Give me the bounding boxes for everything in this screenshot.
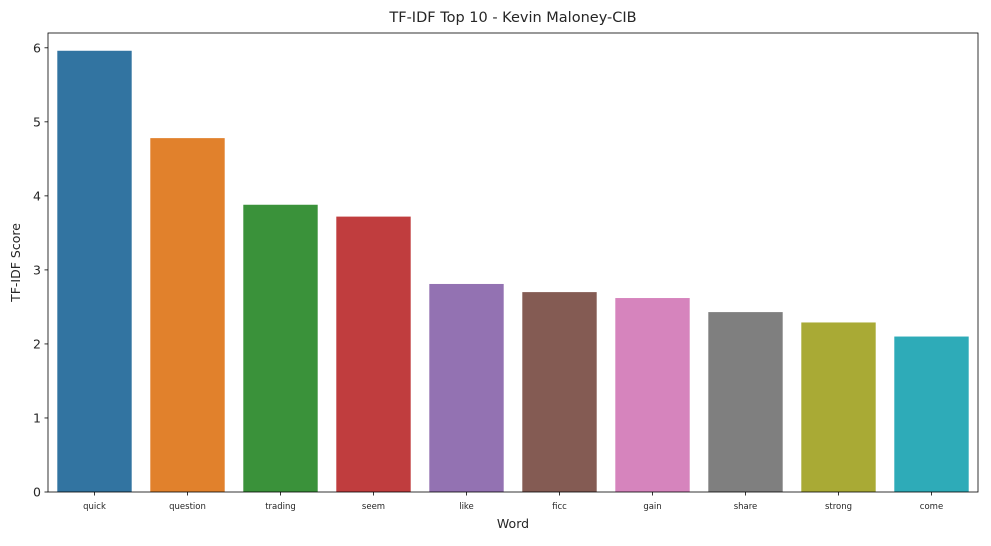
x-tick-label: seem	[362, 502, 385, 512]
bar-seem	[336, 216, 411, 492]
bar-like	[429, 283, 504, 492]
y-tick-label: 2	[33, 336, 41, 351]
x-tick-label: share	[734, 502, 758, 512]
bars-group	[57, 50, 969, 493]
chart-title: TF-IDF Top 10 - Kevin Maloney-CIB	[388, 10, 636, 26]
x-axis-ticks: quick question trading seem like ficc gain shar…	[83, 492, 943, 512]
x-axis-label: Word	[497, 516, 529, 531]
x-tick-label: gain	[643, 502, 661, 512]
x-tick-label: quick	[83, 502, 106, 512]
y-tick-label: 3	[33, 262, 41, 277]
y-tick-label: 6	[33, 40, 41, 55]
x-tick-label: strong	[825, 502, 852, 512]
bar-question	[150, 138, 225, 493]
bar-ficc	[522, 292, 597, 492]
bar-come	[894, 336, 969, 492]
y-axis-label: TF-IDF Score	[8, 223, 23, 303]
bar-trading	[243, 204, 318, 493]
plot-frame	[47, 32, 979, 493]
x-tick-label: question	[169, 502, 206, 512]
x-tick-label: ficc	[552, 502, 567, 512]
bar-quick	[57, 50, 132, 493]
x-tick-label: like	[459, 502, 474, 512]
x-tick-label: come	[920, 502, 943, 512]
x-tick-label: trading	[265, 502, 296, 512]
y-axis-ticks: 0 1 2 3 4 5 6	[33, 40, 48, 500]
y-tick-label: 5	[33, 114, 41, 129]
bar-share	[708, 312, 783, 492]
y-tick-label: 1	[33, 410, 41, 425]
y-tick-label: 0	[33, 485, 41, 500]
bar-strong	[801, 322, 876, 492]
y-tick-label: 4	[33, 188, 41, 203]
bar-gain	[615, 298, 690, 492]
